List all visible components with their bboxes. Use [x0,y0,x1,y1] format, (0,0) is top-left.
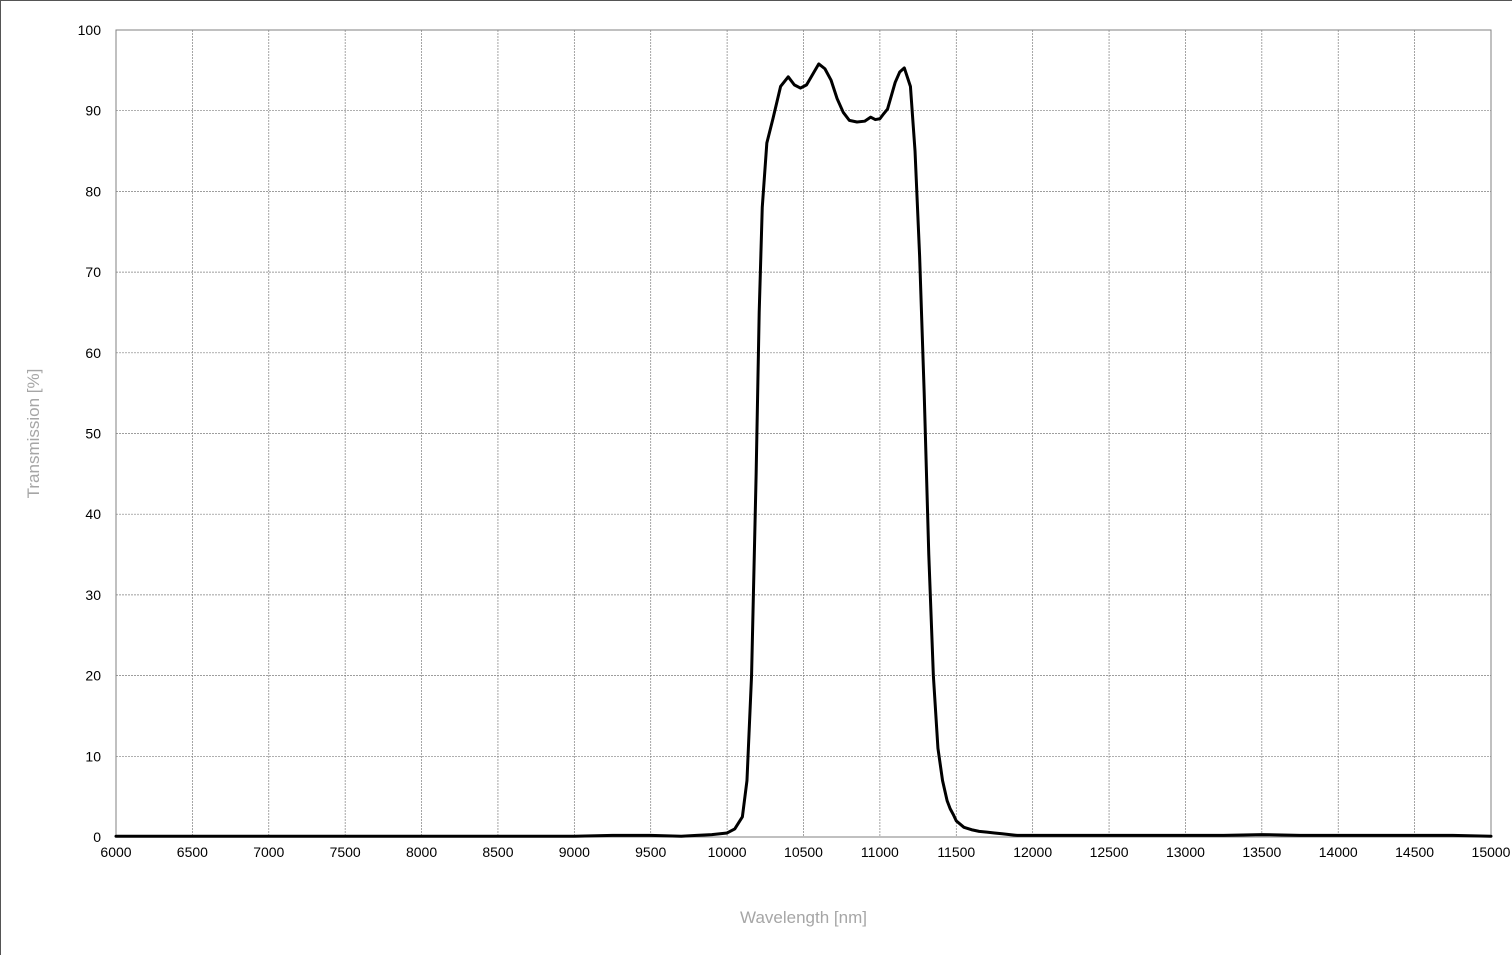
x-tick-label: 7000 [253,844,284,860]
x-tick-label: 10000 [708,844,747,860]
y-tick-label: 80 [85,183,101,199]
x-tick-label: 9000 [559,844,590,860]
tick-labels: 6000 6500 7000 7500 8000 8500 9000 9500 10000 105… [78,22,1511,860]
y-tick-label: 100 [78,22,102,38]
y-tick-label: 70 [85,264,101,280]
x-tick-label: 14500 [1395,844,1434,860]
y-axis-title: Transmission [%] [24,369,43,499]
x-tick-label: 12000 [1013,844,1052,860]
x-tick-label: 8000 [406,844,437,860]
x-tick-label: 6500 [177,844,208,860]
y-tick-label: 20 [85,668,101,684]
x-tick-label: 13500 [1242,844,1281,860]
x-tick-label: 10500 [784,844,823,860]
y-tick-label: 0 [93,829,101,845]
y-tick-label: 10 [85,748,101,764]
y-tick-label: 90 [85,103,101,119]
y-tick-label: 30 [85,587,101,603]
x-tick-label: 11500 [937,844,975,860]
x-tick-label: 9500 [635,844,666,860]
x-tick-label: 13000 [1166,844,1205,860]
x-tick-label: 14000 [1319,844,1358,860]
y-tick-label: 50 [85,426,101,442]
grid-layer [115,29,1492,838]
plot-area [115,29,1492,838]
x-tick-label: 8500 [482,844,513,860]
x-tick-label: 15000 [1472,844,1511,860]
y-tick-label: 60 [85,345,101,361]
y-tick-label: 40 [85,506,101,522]
x-axis-title: Wavelength [nm] [740,908,867,927]
x-tick-label: 12500 [1090,844,1129,860]
x-tick-label: 11000 [861,844,899,860]
transmission-series-line [114,62,1493,838]
x-tick-label: 6000 [100,844,131,860]
x-tick-label: 7500 [330,844,361,860]
